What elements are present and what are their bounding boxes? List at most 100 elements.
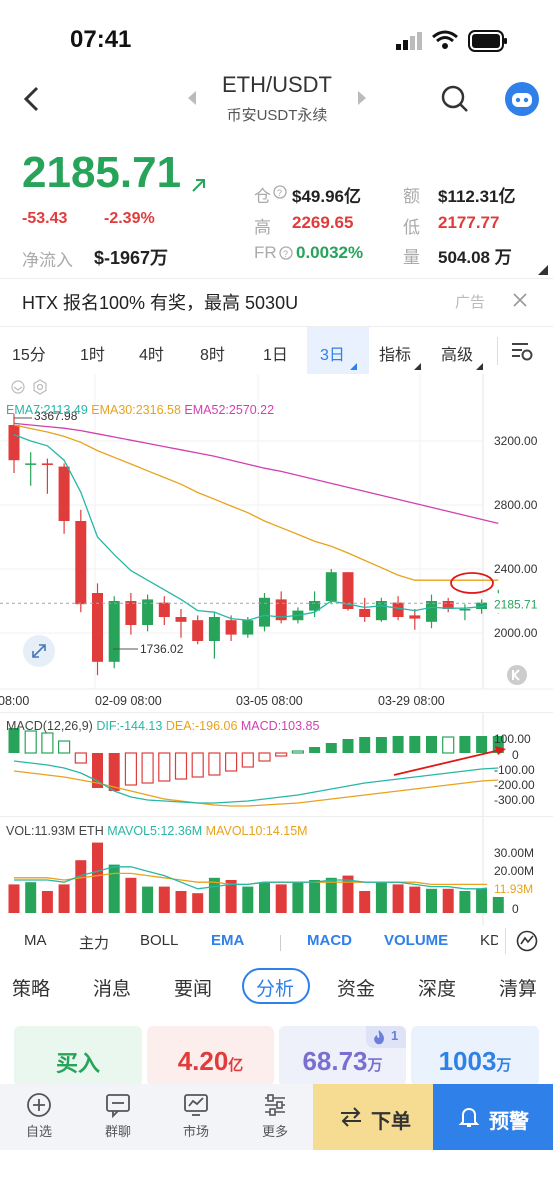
ad-banner[interactable]: HTX 报名100% 有奖，最高 5030U 广告 — [0, 278, 553, 322]
inflow-card[interactable]: 4.20亿 — [147, 1026, 274, 1086]
prev-pair-icon[interactable] — [186, 90, 198, 106]
vol-label: VOL:11.93M ETH — [6, 824, 104, 838]
tab-8h[interactable]: 8时 — [200, 347, 225, 364]
tab-depth[interactable]: 深度 — [418, 979, 457, 1000]
volume-bar — [392, 884, 404, 913]
help-icon[interactable]: ? — [273, 185, 287, 199]
close-icon[interactable] — [512, 292, 528, 308]
candle — [459, 609, 471, 611]
gear-icon[interactable] — [32, 379, 48, 395]
ind-ema[interactable]: EMA — [211, 932, 245, 949]
last-price-tag: 2185.71 — [494, 597, 538, 611]
ind-boll[interactable]: BOLL — [140, 932, 179, 949]
ind-kd[interactable]: KD — [480, 932, 498, 949]
hot-unit: 万 — [367, 1057, 383, 1074]
alert-button[interactable]: 预警 — [433, 1084, 553, 1150]
annotation-arrowhead — [495, 746, 506, 755]
line-chart-icon[interactable] — [516, 930, 538, 952]
back-icon[interactable] — [22, 86, 42, 112]
nav-market[interactable]: 市场 — [166, 1092, 226, 1140]
volume-card-unit: 万 — [496, 1057, 512, 1074]
tab-1d[interactable]: 1日 — [263, 347, 288, 364]
tab-news[interactable]: 要闻 — [174, 979, 213, 1000]
macd-dea: DEA:-196.06 — [165, 719, 238, 733]
vol-label: 量 — [403, 248, 420, 267]
candle — [325, 572, 337, 601]
ind-ma[interactable]: MA — [24, 932, 47, 949]
scroll-to-latest-icon[interactable] — [506, 664, 528, 686]
help-icon[interactable]: ? — [279, 246, 293, 260]
candle — [375, 601, 387, 621]
tab-4h[interactable]: 4时 — [139, 347, 164, 364]
ind-volume[interactable]: VOLUME — [384, 932, 449, 949]
volume-bar — [292, 882, 304, 913]
tab-liquidation[interactable]: 清算 — [499, 979, 538, 1000]
search-icon[interactable] — [440, 84, 470, 114]
candle — [275, 599, 287, 621]
tab-funds[interactable]: 资金 — [337, 979, 376, 1000]
volume-plot[interactable]: 30.00M 20.00M 0 11.93M — [0, 817, 553, 925]
tab-1h[interactable]: 1时 — [80, 347, 105, 364]
volume-card[interactable]: 1003万 — [411, 1026, 539, 1086]
tab-strategy[interactable]: 策略 — [12, 979, 51, 1000]
tab-15m[interactable]: 15分 — [12, 347, 46, 364]
fullscreen-icon[interactable] — [22, 634, 56, 668]
tab-messages[interactable]: 消息 — [93, 979, 132, 1000]
macd-bar — [426, 736, 437, 753]
time-axis-tick: 08:00 — [0, 694, 29, 708]
netflow-label: 净流入 — [22, 251, 73, 270]
nav-more[interactable]: 更多 — [245, 1092, 305, 1140]
price-change: -53.43 — [22, 210, 68, 227]
time-axis-tick: 03-05 08:00 — [236, 694, 303, 708]
ind-main-force[interactable]: 主力 — [79, 935, 110, 952]
candle — [442, 601, 454, 609]
candle — [175, 617, 187, 622]
ema30-label: EMA30:2316.58 — [91, 403, 181, 417]
macd-bar — [174, 752, 188, 780]
pair-title[interactable]: ETH/USDT — [222, 72, 332, 97]
volume-last-tag-bg — [487, 880, 547, 897]
dea-line — [13, 770, 499, 807]
expand-corner-icon[interactable] — [538, 262, 548, 275]
tab-indicators[interactable]: 指标 — [379, 347, 412, 364]
high-label: 高 — [254, 218, 271, 237]
tab-analysis[interactable]: 分析 — [256, 979, 295, 1000]
macd-chart[interactable]: 100.00 0 -100.00 -200.00 -300.00 — [0, 712, 553, 817]
nav-watchlist[interactable]: 自选 — [9, 1092, 69, 1140]
volume-bar — [409, 886, 421, 913]
candle — [58, 466, 70, 521]
last-price-tag-bg — [487, 593, 547, 614]
volume-bar — [108, 864, 120, 913]
macd-axis-tick: 100.00 — [494, 732, 531, 746]
amount-value: $112.31亿 — [438, 187, 516, 206]
fr-value: 0.0032% — [296, 243, 364, 262]
swap-icon — [341, 1107, 361, 1127]
order-label: 下单 — [371, 1111, 411, 1133]
candlestick-chart[interactable]: 2185.71 3200.00 2800.00 2400.00 2000.00 08:00… — [0, 374, 553, 710]
alert-label: 预警 — [489, 1111, 529, 1133]
next-pair-icon[interactable] — [356, 90, 368, 106]
eye-icon[interactable] — [10, 380, 26, 394]
candle — [242, 620, 254, 635]
ad-banner-text: HTX 报名100% 有奖，最高 5030U — [22, 293, 299, 313]
nav-chat[interactable]: 群聊 — [88, 1092, 148, 1140]
macd-bar — [24, 730, 37, 754]
buy-card[interactable]: 买入 — [14, 1026, 142, 1086]
macd-bar — [258, 752, 271, 762]
macd-bar — [392, 736, 404, 753]
macd-plot[interactable]: 100.00 0-100.00-200.00-300.00 — [0, 713, 553, 817]
ema30-line — [13, 424, 499, 581]
robot-avatar-icon[interactable] — [505, 82, 539, 116]
hot-card[interactable]: 1 68.73万 — [279, 1026, 406, 1086]
chart-settings-icon[interactable] — [510, 340, 534, 362]
candle — [92, 593, 103, 662]
volume-chart[interactable]: 30.00M 20.00M 0 11.93M — [0, 816, 553, 925]
battery-icon — [468, 30, 508, 52]
tab-3d[interactable]: 3日 — [320, 347, 345, 364]
volume-axis-tick: 0 — [512, 902, 519, 916]
price-chart[interactable]: 2185.71 3200.00 2800.00 2400.00 2000.00 08:00… — [0, 374, 553, 710]
ind-macd[interactable]: MACD — [307, 932, 352, 949]
order-button[interactable]: 下单 — [313, 1084, 433, 1150]
tab-advanced[interactable]: 高级 — [441, 347, 474, 364]
volume-bar — [25, 882, 37, 913]
